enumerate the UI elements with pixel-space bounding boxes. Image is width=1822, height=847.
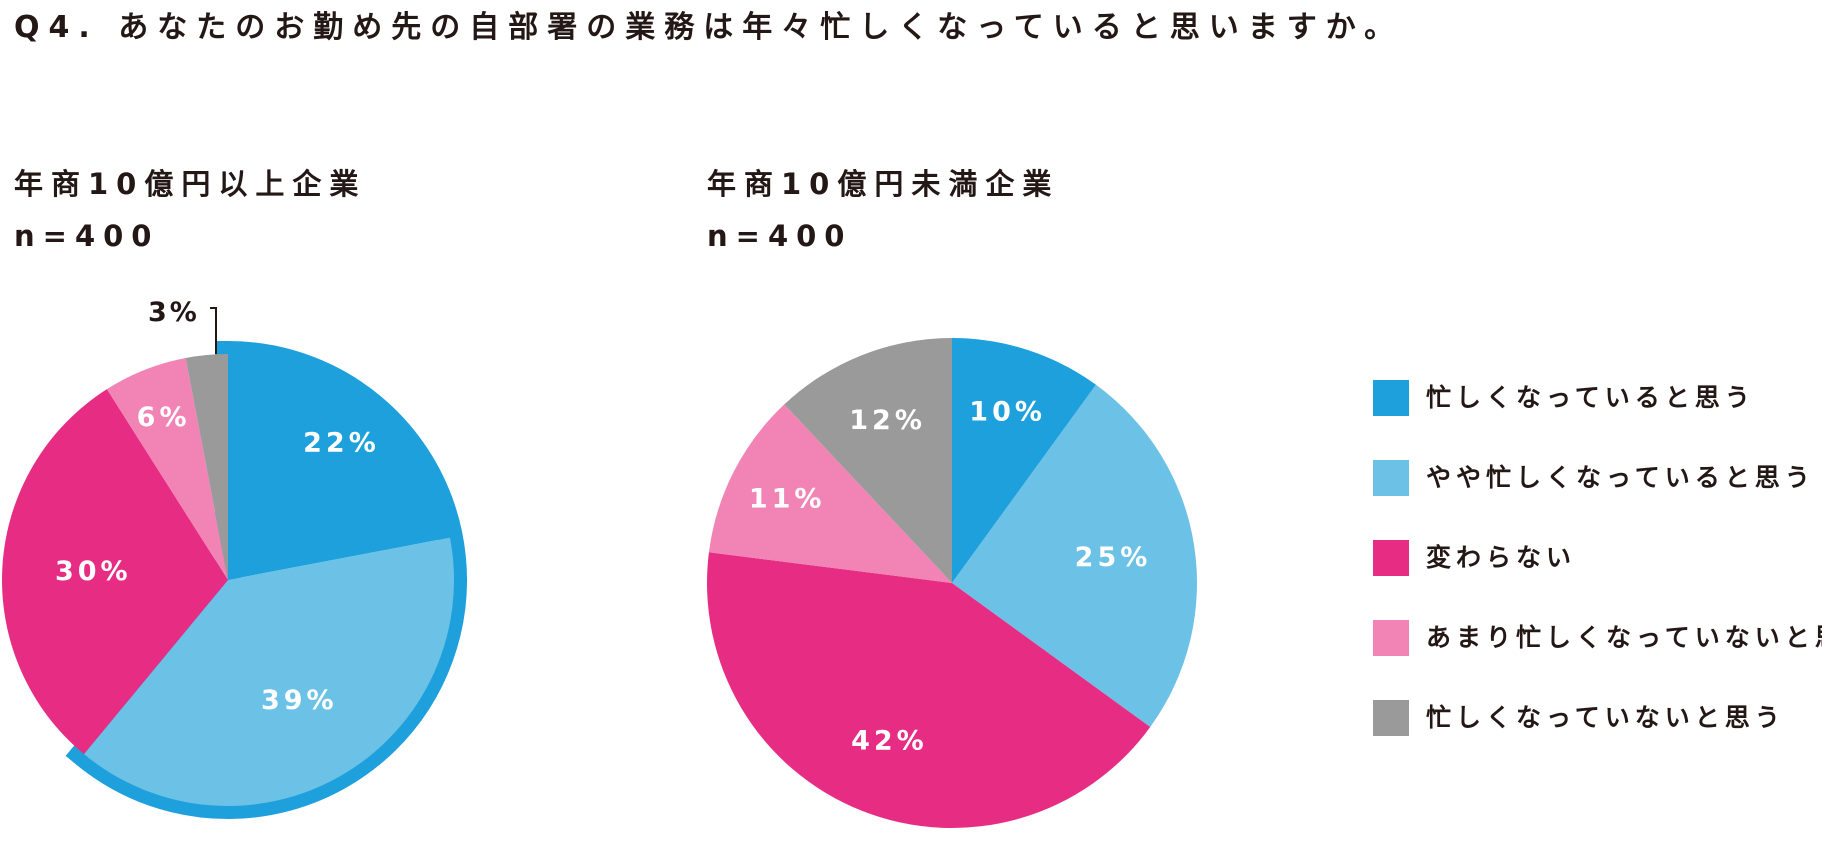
right-pie-label-not-very-busy: 11%: [749, 484, 826, 515]
right-pie-chart: 10% 25% 42% 11% 12%: [707, 338, 1197, 828]
legend-label-not-busy: 忙しくなっていないと思う: [1426, 703, 1785, 732]
left-pie-slice-somewhat-busy: [83, 537, 455, 807]
left-pie-label-not-busy: 3%: [148, 297, 200, 328]
right-pie-label-busy: 10%: [969, 396, 1046, 427]
legend-item-not-very-busy: あまり忙しくなっていないと思う: [1373, 620, 1822, 656]
legend-label-busy: 忙しくなっていると思う: [1426, 383, 1755, 412]
left-pie-label-busy: 22%: [303, 427, 380, 458]
legend-item-busy: 忙しくなっていると思う: [1373, 380, 1822, 416]
right-pie-slice-not-busy: [784, 338, 952, 583]
left-pie-title-line-1: 年商10億円以上企業: [14, 167, 367, 201]
legend-label-somewhat-busy: やや忙しくなっていると思う: [1426, 463, 1815, 492]
legend-swatch-busy: [1373, 380, 1409, 416]
legend-item-not-busy: 忙しくなっていないと思う: [1373, 700, 1822, 736]
legend-swatch-not-busy: [1373, 700, 1409, 736]
legend-item-somewhat-busy: やや忙しくなっていると思う: [1373, 460, 1822, 496]
left-pie-label-unchanged: 30%: [55, 556, 132, 587]
right-pie-slice-not-very-busy: [708, 404, 952, 583]
legend-swatch-unchanged: [1373, 540, 1409, 576]
left-pie-label-not-very-busy: 6%: [137, 402, 191, 433]
left-pie-chart: 22% 39% 30% 6% 3%: [1, 297, 467, 819]
right-pie-label-unchanged: 42%: [851, 726, 928, 757]
left-pie-slice-not-busy: [185, 353, 228, 580]
legend-label-not-very-busy: あまり忙しくなっていないと思う: [1426, 623, 1822, 652]
legend-swatch-not-very-busy: [1373, 620, 1409, 656]
right-pie-slice-somewhat-busy: [952, 384, 1197, 728]
legend-label-unchanged: 変わらない: [1426, 543, 1577, 572]
right-pie-label-not-busy: 12%: [849, 405, 926, 436]
left-pie-callout-line-not-busy: [210, 307, 217, 354]
left-pie-slice-unchanged: [1, 389, 228, 755]
question-title: Q4. あなたのお勤め先の自部署の業務は年々忙しくなっていると思いますか。: [14, 10, 1404, 45]
right-pie-sample-size: n=400: [707, 219, 853, 253]
right-pie-label-somewhat-busy: 25%: [1075, 542, 1152, 573]
legend-item-unchanged: 変わらない: [1373, 540, 1822, 576]
right-pie-title-line-1: 年商10億円未満企業: [707, 167, 1060, 201]
left-pie-title: 年商10億円以上企業 n=400: [14, 158, 366, 262]
legend-swatch-somewhat-busy: [1373, 460, 1409, 496]
right-pie-slice-unchanged: [707, 552, 1151, 828]
right-pie-slice-busy: [952, 338, 1097, 583]
left-pie-sample-size: n=400: [14, 219, 160, 253]
left-pie-label-somewhat-busy: 39%: [261, 685, 338, 716]
left-pie-slice-not-very-busy: [106, 358, 228, 580]
right-pie-title: 年商10億円未満企業 n=400: [707, 158, 1059, 262]
left-pie-slice-busy: [228, 354, 450, 580]
